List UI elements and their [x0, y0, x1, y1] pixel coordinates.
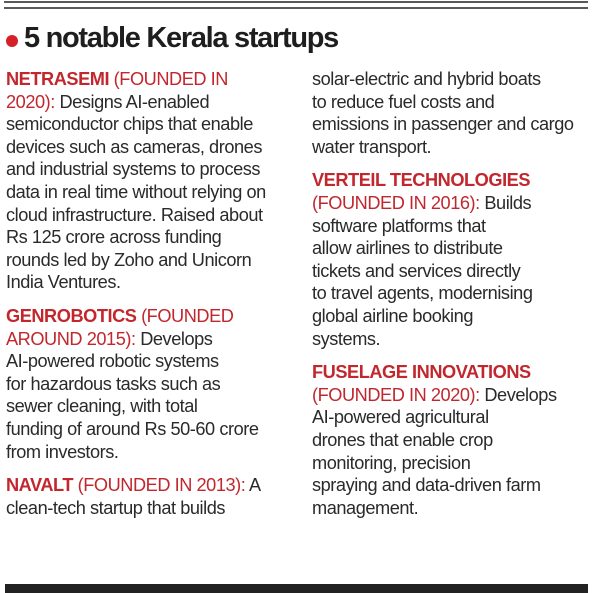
description-text: spraying and data-driven farm	[312, 475, 541, 496]
startup-entry-fuselage: FUSELAGE INNOVATIONS (FOUNDED IN 2020): …	[312, 361, 594, 519]
bottom-rule	[5, 584, 588, 593]
description-text: systems.	[312, 328, 381, 349]
description-text: Designs AI-enabled	[59, 91, 210, 112]
founded-label: 2020):	[6, 91, 55, 112]
description-text: allow airlines to distribute	[312, 238, 503, 259]
description-text: clean-tech startup that builds	[6, 497, 226, 518]
description-text: solar-electric and hybrid boats	[312, 69, 541, 89]
startup-entry-verteil: VERTEIL TECHNOLOGIES (FOUNDED IN 2016): …	[312, 169, 594, 350]
description-text: cloud infrastructure. Raised about	[6, 204, 263, 225]
founded-label: (FOUNDED IN	[113, 69, 229, 89]
description-text: from investors.	[6, 441, 119, 462]
description-text: AI-powered robotic systems	[6, 351, 219, 372]
description-text: rounds led by Zoho and Unicorn	[6, 249, 252, 270]
startup-entry-netrasemi: NETRASEMI (FOUNDED IN 2020): Designs AI-…	[6, 68, 296, 294]
description-text: AI-powered agricultural	[312, 407, 489, 428]
description-text: and industrial systems to process	[6, 159, 261, 180]
description-text: A	[248, 475, 261, 496]
page-title: 5 notable Kerala startups	[6, 22, 339, 55]
startup-entry-navalt: NAVALT (FOUNDED IN 2013): A clean-tech s…	[6, 474, 296, 519]
description-text: drones that enable crop	[312, 429, 493, 450]
description-text: emissions in passenger and cargo	[312, 114, 574, 135]
description-text: monitoring, precision	[312, 452, 471, 473]
description-text: Rs 125 crore across funding	[6, 227, 222, 248]
startup-entry-genrobotics: GENROBOTICS (FOUNDED AROUND 2015): Devel…	[6, 305, 296, 463]
founded-label: (FOUNDED	[141, 305, 234, 326]
title-text: 5 notable Kerala startups	[24, 22, 339, 54]
left-column: NETRASEMI (FOUNDED IN 2020): Designs AI-…	[6, 68, 296, 530]
description-text: to travel agents, modernising	[312, 283, 533, 304]
bullet-dot-icon	[6, 34, 18, 47]
startup-name: GENROBOTICS	[6, 305, 137, 326]
description-text: data in real time without relying on	[6, 181, 266, 202]
founded-label: (FOUNDED IN 2016):	[312, 192, 480, 213]
description-text: sewer cleaning, with total	[6, 396, 198, 417]
description-text: global airline booking	[312, 305, 473, 326]
description-text: India Ventures.	[6, 272, 121, 293]
founded-label: (FOUNDED IN 2013):	[77, 475, 246, 496]
founded-label: AROUND 2015):	[6, 328, 136, 349]
top-rule	[4, 1, 588, 3]
description-text: water transport.	[312, 136, 432, 157]
description-text: software platforms that	[312, 215, 486, 236]
description-text: Develops	[140, 328, 213, 349]
founded-label: (FOUNDED IN 2020):	[312, 384, 480, 405]
description-text: devices such as cameras, drones	[6, 136, 262, 157]
description-text: Develops	[484, 384, 557, 405]
description-text: semiconductor chips that enable	[6, 114, 253, 135]
description-text: funding of around Rs 50-60 crore	[6, 418, 259, 439]
description-text: for hazardous tasks such as	[6, 373, 221, 394]
description-text: to reduce fuel costs and	[312, 91, 495, 112]
description-text: tickets and services directly	[312, 260, 521, 281]
startup-name: NAVALT	[6, 475, 74, 496]
description-text: management.	[312, 497, 419, 518]
right-column: solar-electric and hybrid boats to reduc…	[312, 68, 594, 530]
startup-name: NETRASEMI	[6, 69, 110, 89]
startup-name: VERTEIL TECHNOLOGIES	[312, 170, 531, 191]
top-rule-secondary	[4, 7, 588, 9]
startup-entry-navalt-continued: solar-electric and hybrid boats to reduc…	[312, 68, 594, 158]
startup-name: FUSELAGE INNOVATIONS	[312, 362, 531, 383]
description-text: Builds	[484, 192, 532, 213]
